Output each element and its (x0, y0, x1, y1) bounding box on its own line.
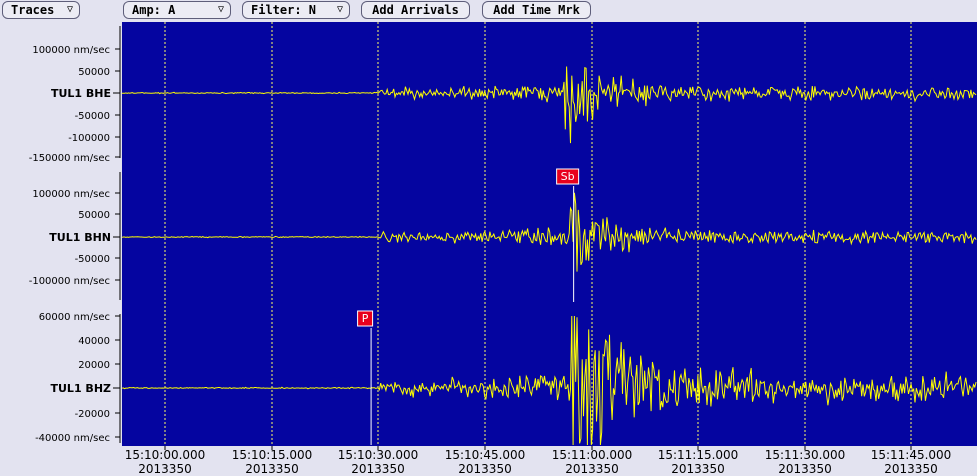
dropdown-arrow-icon: ▽ (336, 4, 343, 15)
x-tick-day-label: 2013350 (351, 462, 404, 476)
y-tick-label: -40000 nm/sec (35, 433, 110, 444)
add-arrivals-label: Add Arrivals (372, 3, 459, 17)
y-tick-label: -100000 nm/sec (29, 276, 110, 287)
x-tick-time-label: 15:11:00.000 (552, 448, 633, 462)
x-tick-day-label: 2013350 (671, 462, 724, 476)
x-tick-time-label: 15:10:15.000 (232, 448, 313, 462)
trace-name-label: TUL1 BHN (49, 231, 111, 244)
x-tick-time-label: 15:10:45.000 (445, 448, 526, 462)
waveform-3 (121, 315, 977, 446)
x-tick-day-label: 2013350 (458, 462, 511, 476)
pick-label: Sb (561, 170, 575, 183)
y-tick-label: -100000 (68, 133, 110, 144)
y-tick-label: -20000 (75, 409, 110, 420)
y-tick-label: 20000 (78, 360, 110, 371)
trace-name-label: TUL1 BHZ (51, 382, 112, 395)
traces-menu-label: Traces (11, 3, 55, 17)
amp-select-label: Amp: A (132, 3, 176, 17)
x-tick-time-label: 15:11:30.000 (765, 448, 846, 462)
traces-menu-button[interactable]: Traces ▽ (2, 1, 80, 19)
toolbar: Traces ▽ Amp: A ▽ Filter: N ▽ Add Arriva… (0, 0, 977, 22)
y-tick-label: 100000 nm/sec (32, 45, 110, 56)
add-time-mark-label: Add Time Mrk (493, 3, 580, 17)
x-tick-day-label: 2013350 (884, 462, 937, 476)
x-tick-time-label: 15:10:00.000 (125, 448, 206, 462)
x-tick-time-label: 15:10:30.000 (338, 448, 419, 462)
pick-marker[interactable] (556, 168, 580, 185)
y-tick-label: 40000 (78, 336, 110, 347)
dropdown-arrow-icon: ▽ (217, 4, 224, 15)
y-tick-label: -50000 (75, 254, 110, 265)
x-tick-day-label: 2013350 (778, 462, 831, 476)
x-tick-time-label: 15:11:15.000 (658, 448, 739, 462)
x-tick-day-label: 2013350 (138, 462, 191, 476)
x-tick-day-label: 2013350 (565, 462, 618, 476)
y-tick-label: -150000 nm/sec (29, 153, 110, 164)
pick-marker[interactable] (357, 310, 374, 327)
pick-label: P (362, 312, 369, 325)
y-tick-label: 60000 nm/sec (39, 312, 110, 323)
x-tick-time-label: 15:11:45.000 (871, 448, 952, 462)
x-tick-day-label: 2013350 (245, 462, 298, 476)
add-arrivals-button[interactable]: Add Arrivals (361, 1, 470, 19)
y-tick-label: 50000 (78, 67, 110, 78)
y-tick-label: 50000 (78, 210, 110, 221)
filter-select-label: Filter: N (251, 3, 317, 17)
waveform-2 (121, 192, 977, 272)
amp-select[interactable]: Amp: A ▽ (123, 1, 231, 19)
waveform-1 (121, 66, 977, 144)
y-tick-label: 100000 nm/sec (32, 189, 110, 200)
dropdown-arrow-icon: ▽ (66, 4, 73, 15)
add-time-mark-button[interactable]: Add Time Mrk (482, 1, 591, 19)
y-tick-label: -50000 (75, 111, 110, 122)
filter-select[interactable]: Filter: N ▽ (242, 1, 350, 19)
trace-name-label: TUL1 BHE (51, 87, 111, 100)
